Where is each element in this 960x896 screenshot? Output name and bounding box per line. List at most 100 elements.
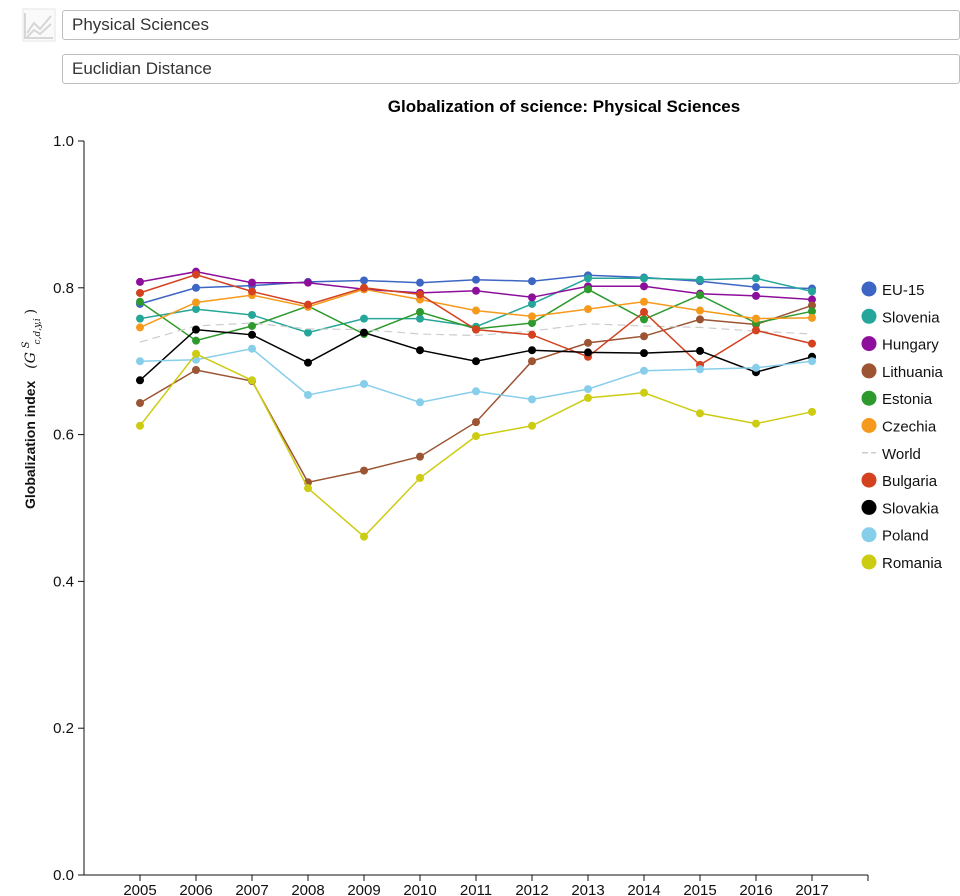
- data-point-bulgaria[interactable]: [360, 283, 368, 292]
- data-point-hungary[interactable]: [752, 291, 760, 300]
- data-point-czechia[interactable]: [808, 313, 816, 322]
- legend-item-hungary[interactable]: Hungary: [861, 336, 940, 354]
- data-point-lithuania[interactable]: [808, 301, 816, 310]
- data-point-lithuania[interactable]: [192, 366, 200, 375]
- data-point-romania[interactable]: [472, 432, 480, 441]
- data-point-bulgaria[interactable]: [248, 287, 256, 296]
- legend-item-bulgaria[interactable]: Bulgaria: [861, 472, 938, 491]
- line-chart-icon[interactable]: [22, 8, 56, 42]
- data-point-eu-15[interactable]: [472, 275, 480, 284]
- data-point-bulgaria[interactable]: [304, 300, 312, 309]
- data-point-slovenia[interactable]: [808, 287, 816, 296]
- metric-select[interactable]: Euclidian Distance: [62, 54, 960, 84]
- data-point-slovakia[interactable]: [360, 328, 368, 337]
- data-point-romania[interactable]: [360, 532, 368, 541]
- data-point-czechia[interactable]: [696, 306, 704, 315]
- data-point-estonia[interactable]: [416, 308, 424, 317]
- data-point-lithuania[interactable]: [696, 315, 704, 324]
- data-point-bulgaria[interactable]: [752, 326, 760, 335]
- data-point-estonia[interactable]: [248, 321, 256, 330]
- data-point-poland[interactable]: [360, 379, 368, 388]
- data-point-czechia[interactable]: [640, 297, 648, 306]
- data-point-poland[interactable]: [640, 366, 648, 375]
- data-point-estonia[interactable]: [696, 291, 704, 300]
- data-point-eu-15[interactable]: [752, 283, 760, 292]
- data-point-czechia[interactable]: [528, 312, 536, 321]
- data-point-eu-15[interactable]: [360, 276, 368, 285]
- data-point-slovenia[interactable]: [192, 305, 200, 314]
- data-point-poland[interactable]: [752, 363, 760, 372]
- data-point-poland[interactable]: [416, 398, 424, 407]
- legend-item-eu-15[interactable]: EU-15: [861, 281, 925, 300]
- data-point-lithuania[interactable]: [360, 466, 368, 475]
- data-point-lithuania[interactable]: [472, 418, 480, 427]
- legend-item-romania[interactable]: Romania: [861, 554, 943, 573]
- data-point-slovakia[interactable]: [416, 346, 424, 355]
- data-point-estonia[interactable]: [640, 315, 648, 324]
- data-point-romania[interactable]: [416, 473, 424, 482]
- data-point-bulgaria[interactable]: [472, 325, 480, 334]
- data-point-slovenia[interactable]: [528, 299, 536, 308]
- data-point-slovenia[interactable]: [640, 274, 648, 283]
- data-point-slovakia[interactable]: [248, 330, 256, 339]
- data-point-czechia[interactable]: [584, 305, 592, 314]
- data-point-romania[interactable]: [136, 421, 144, 430]
- data-point-poland[interactable]: [584, 385, 592, 394]
- data-point-romania[interactable]: [696, 409, 704, 418]
- data-point-eu-15[interactable]: [528, 277, 536, 286]
- legend-item-slovakia[interactable]: Slovakia: [861, 499, 940, 518]
- data-point-hungary[interactable]: [472, 286, 480, 295]
- field-select[interactable]: Physical Sciences: [62, 10, 960, 40]
- data-point-slovakia[interactable]: [584, 348, 592, 357]
- data-point-slovenia[interactable]: [416, 314, 424, 323]
- data-point-lithuania[interactable]: [528, 357, 536, 366]
- data-point-estonia[interactable]: [136, 297, 144, 306]
- legend-item-czechia[interactable]: Czechia: [861, 418, 937, 436]
- data-point-hungary[interactable]: [248, 278, 256, 287]
- data-point-czechia[interactable]: [752, 314, 760, 323]
- data-point-estonia[interactable]: [584, 285, 592, 294]
- data-point-slovenia[interactable]: [360, 314, 368, 323]
- data-point-bulgaria[interactable]: [192, 270, 200, 279]
- legend-item-slovenia[interactable]: Slovenia: [861, 308, 941, 327]
- data-point-czechia[interactable]: [136, 323, 144, 332]
- data-point-poland[interactable]: [248, 344, 256, 353]
- data-point-romania[interactable]: [808, 407, 816, 416]
- data-point-slovakia[interactable]: [304, 358, 312, 367]
- legend-item-lithuania[interactable]: Lithuania: [861, 363, 944, 381]
- data-point-slovenia[interactable]: [304, 328, 312, 337]
- data-point-hungary[interactable]: [528, 293, 536, 302]
- legend-item-world[interactable]: World: [862, 446, 921, 463]
- data-point-eu-15[interactable]: [416, 278, 424, 287]
- data-point-slovenia[interactable]: [136, 314, 144, 323]
- data-point-poland[interactable]: [808, 357, 816, 366]
- data-point-czechia[interactable]: [192, 298, 200, 307]
- data-point-estonia[interactable]: [192, 336, 200, 345]
- data-point-slovakia[interactable]: [696, 346, 704, 355]
- legend-item-poland[interactable]: Poland: [861, 527, 929, 545]
- data-point-bulgaria[interactable]: [640, 308, 648, 317]
- data-point-romania[interactable]: [640, 388, 648, 397]
- data-point-lithuania[interactable]: [584, 338, 592, 347]
- data-point-lithuania[interactable]: [416, 452, 424, 461]
- data-point-romania[interactable]: [584, 393, 592, 402]
- data-point-slovakia[interactable]: [472, 357, 480, 366]
- data-point-eu-15[interactable]: [192, 283, 200, 292]
- data-point-czechia[interactable]: [472, 306, 480, 315]
- data-point-romania[interactable]: [304, 484, 312, 493]
- data-point-bulgaria[interactable]: [808, 339, 816, 348]
- data-point-slovenia[interactable]: [584, 274, 592, 283]
- data-point-romania[interactable]: [192, 349, 200, 358]
- data-point-romania[interactable]: [528, 421, 536, 430]
- data-point-hungary[interactable]: [304, 278, 312, 287]
- data-point-hungary[interactable]: [640, 282, 648, 291]
- data-point-lithuania[interactable]: [640, 332, 648, 341]
- data-point-slovenia[interactable]: [696, 275, 704, 284]
- data-point-romania[interactable]: [752, 419, 760, 428]
- data-point-slovakia[interactable]: [640, 349, 648, 358]
- data-point-bulgaria[interactable]: [136, 288, 144, 297]
- data-point-poland[interactable]: [136, 357, 144, 366]
- data-point-slovenia[interactable]: [752, 274, 760, 283]
- data-point-bulgaria[interactable]: [416, 290, 424, 299]
- data-point-poland[interactable]: [528, 395, 536, 404]
